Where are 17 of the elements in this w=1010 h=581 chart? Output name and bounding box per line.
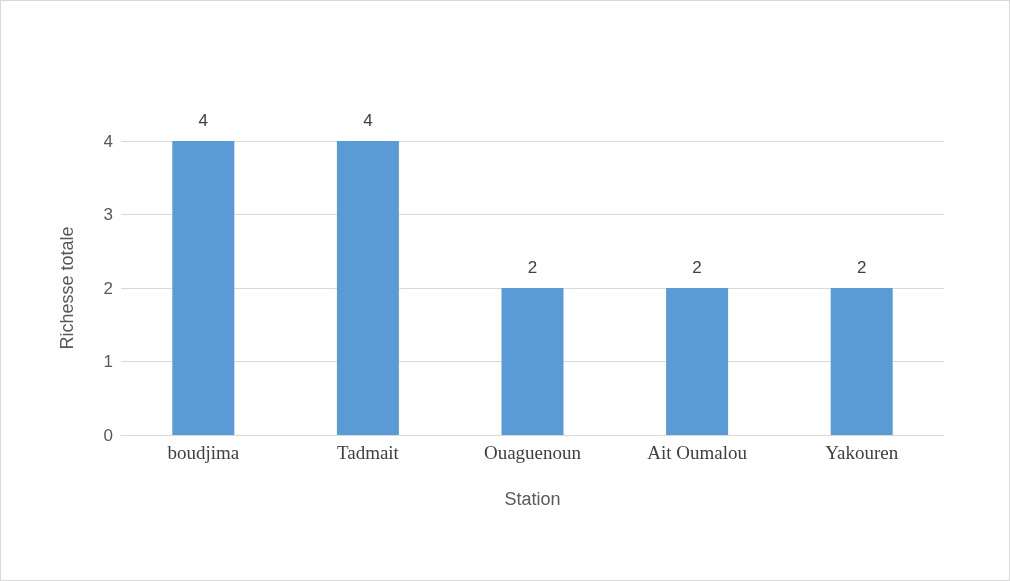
x-tick-label: Ait Oumalou <box>647 442 748 463</box>
x-tick-label: Ouaguenoun <box>483 442 582 463</box>
y-tick-label: 2 <box>103 278 113 298</box>
x-tick-label: Yakouren <box>825 442 899 463</box>
y-tick-label: 1 <box>103 352 113 371</box>
data-label: 2 <box>692 258 702 277</box>
x-tick-label: Tadmait <box>336 442 400 463</box>
data-label: 2 <box>527 258 538 277</box>
y-tick-label: 0 <box>103 425 113 445</box>
x-tick-label: boudjima <box>167 442 240 463</box>
y-tick-label: 4 <box>103 131 113 151</box>
data-label: 2 <box>856 258 867 277</box>
data-label: 4 <box>363 111 373 130</box>
data-label: 4 <box>198 111 209 130</box>
y-axis-title: Richesse totale <box>57 226 77 350</box>
x-axis-title: Station <box>504 489 561 509</box>
y-tick-label: 3 <box>103 205 113 224</box>
